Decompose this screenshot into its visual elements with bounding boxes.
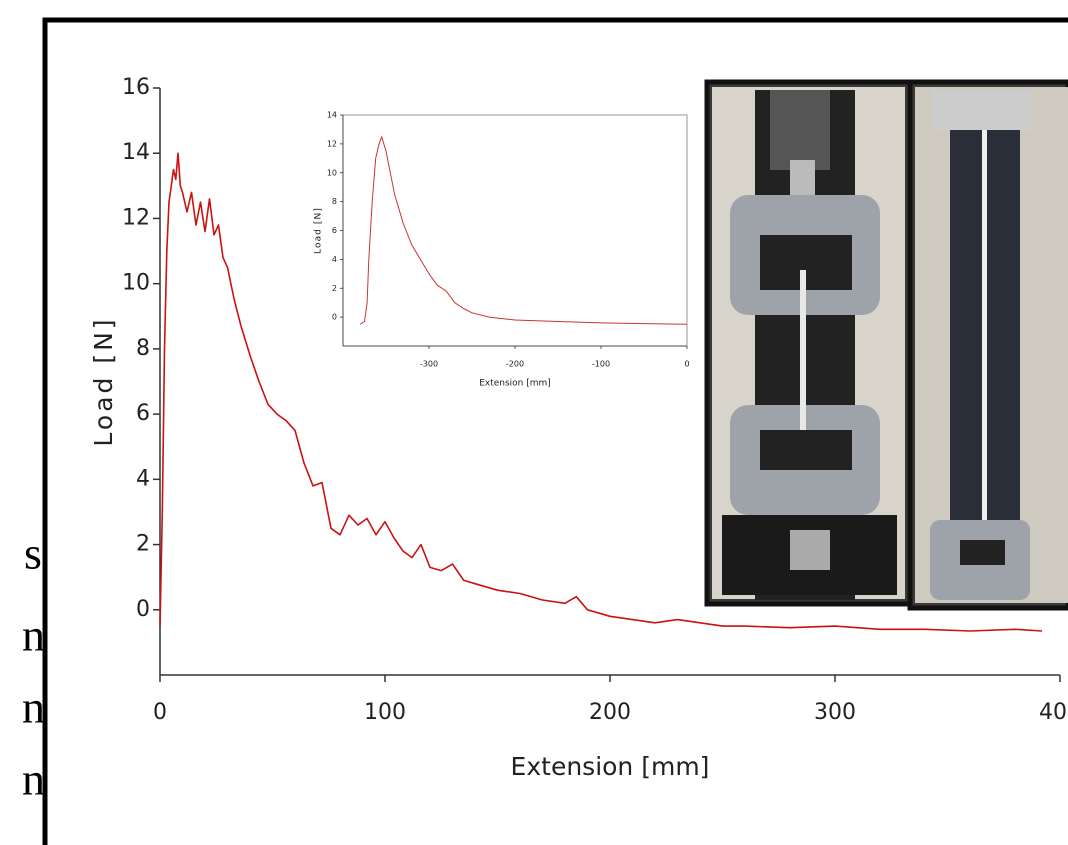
y-axis-title: Load [N] — [314, 207, 324, 254]
x-axis-title: Extension [mm] — [479, 379, 551, 389]
x-axis-title: Extension [mm] — [511, 752, 710, 781]
side-text: s n n n — [22, 528, 45, 805]
x-tick-label: 0 — [684, 360, 689, 369]
y-tick-label: 12 — [327, 139, 337, 148]
x-tick-label: 400 — [1039, 700, 1068, 725]
x-tick-label: 0 — [153, 700, 167, 725]
y-tick-label: 4 — [136, 466, 150, 491]
photo-grip — [704, 79, 913, 607]
side-letter: n — [22, 754, 45, 805]
side-letter: n — [22, 682, 45, 733]
y-tick-label: 0 — [136, 597, 150, 622]
y-tick-label: 6 — [136, 401, 150, 426]
y-tick-label: 2 — [136, 532, 150, 557]
inset-frame — [342, 114, 688, 347]
x-tick-label: 200 — [589, 700, 631, 725]
x-tick-label: -200 — [506, 360, 524, 369]
y-tick-label: 10 — [122, 271, 150, 296]
y-tick-label: 14 — [327, 111, 337, 120]
y-axis-title: Load [N] — [89, 316, 118, 446]
side-letter: n — [22, 610, 45, 661]
photo-specimen — [907, 79, 1068, 611]
y-tick-label: 10 — [327, 168, 337, 177]
y-tick-label: 8 — [332, 197, 337, 206]
data-line — [359, 136, 688, 325]
x-tick-label: -100 — [592, 360, 610, 369]
plot: 02468101214160100200300400Extension [mm]… — [89, 75, 1068, 781]
y-tick-label: 0 — [332, 313, 337, 322]
side-letter: s — [24, 528, 42, 579]
y-tick-label: 6 — [332, 226, 337, 235]
y-tick-label: 2 — [332, 284, 337, 293]
y-tick-label: 12 — [122, 205, 150, 230]
x-tick-label: 300 — [814, 700, 856, 725]
y-tick-label: 4 — [332, 255, 337, 264]
y-tick-label: 14 — [122, 140, 150, 165]
y-tick-label: 16 — [122, 75, 150, 100]
x-tick-label: -300 — [420, 360, 438, 369]
x-tick-label: 100 — [364, 700, 406, 725]
plot: 0 2 4 6 8 10 12 14 -300 -200 -100 0 Extension [mm] Lo… — [314, 111, 690, 389]
data-line — [159, 152, 1043, 632]
y-tick-label: 8 — [136, 336, 150, 361]
